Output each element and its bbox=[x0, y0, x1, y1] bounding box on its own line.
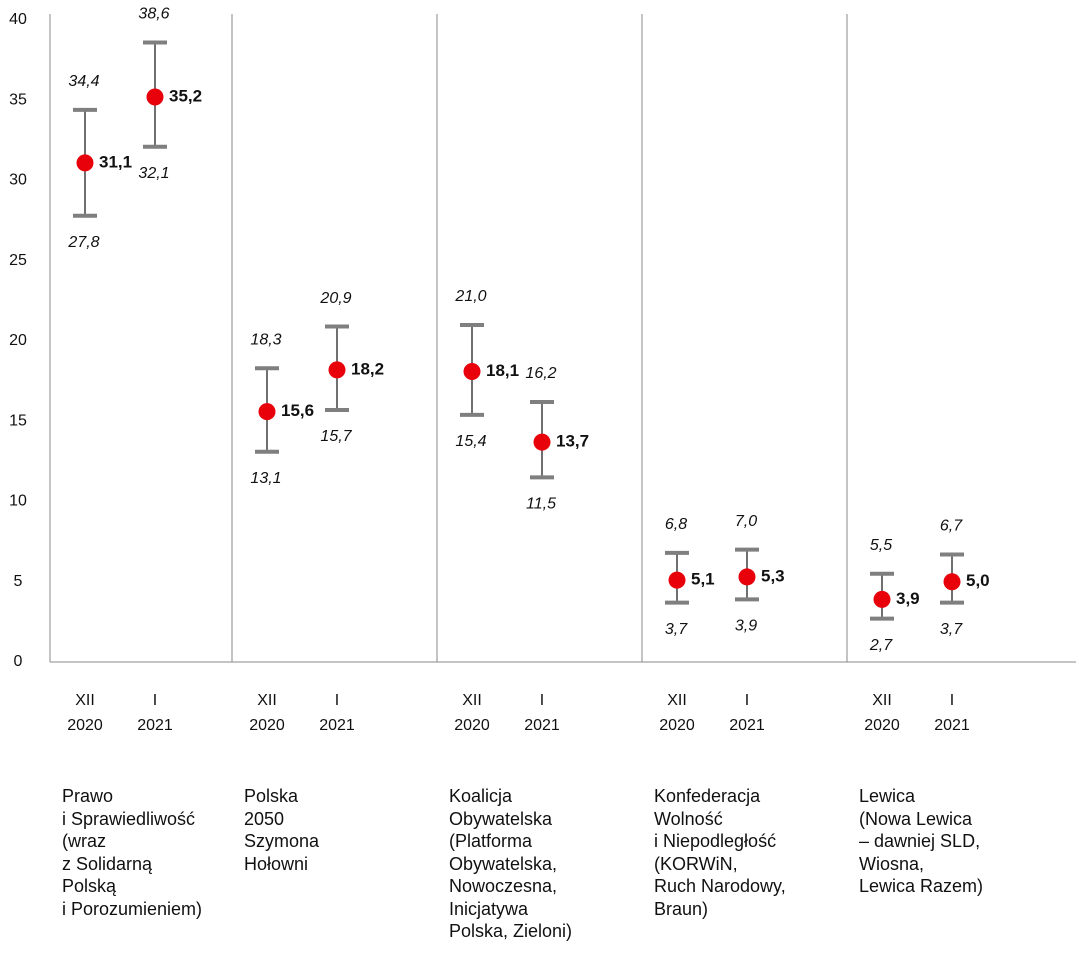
x-tick-label-year: 2021 bbox=[729, 717, 765, 734]
lower-bound-label: 2,7 bbox=[869, 637, 893, 654]
lower-bound-label: 27,8 bbox=[67, 234, 99, 251]
y-tick-label: 25 bbox=[9, 252, 27, 269]
value-label: 5,1 bbox=[691, 570, 715, 589]
lower-bound-label: 3,7 bbox=[940, 621, 963, 638]
party-name-label: Prawo i Sprawiedliwość (wraz z Solidarną… bbox=[62, 786, 203, 919]
x-tick-label-year: 2021 bbox=[524, 717, 560, 734]
x-tick-label-period: I bbox=[950, 692, 954, 709]
data-point bbox=[328, 361, 346, 379]
x-tick-label-period: I bbox=[540, 692, 544, 709]
data-point bbox=[146, 88, 164, 106]
upper-bound-label: 20,9 bbox=[319, 290, 351, 307]
data-point bbox=[258, 403, 276, 421]
x-tick-label-period: XII bbox=[75, 692, 95, 709]
data-point bbox=[738, 568, 756, 586]
upper-bound-label: 7,0 bbox=[735, 513, 757, 530]
lower-bound-label: 32,1 bbox=[138, 165, 169, 182]
data-point bbox=[533, 433, 551, 451]
upper-bound-label: 38,6 bbox=[138, 6, 169, 23]
value-label: 18,1 bbox=[486, 361, 519, 380]
x-tick-label-period: XII bbox=[462, 692, 482, 709]
lower-bound-label: 15,4 bbox=[455, 433, 486, 450]
y-tick-label: 5 bbox=[14, 573, 23, 590]
party-name-label: Polska 2050 Szymona Hołowni bbox=[244, 786, 320, 874]
lower-bound-label: 13,1 bbox=[250, 470, 281, 487]
x-tick-label-year: 2021 bbox=[137, 717, 173, 734]
value-label: 13,7 bbox=[556, 432, 589, 451]
value-label: 15,6 bbox=[281, 401, 314, 420]
value-label: 31,1 bbox=[99, 152, 132, 171]
upper-bound-label: 5,5 bbox=[870, 537, 892, 554]
x-tick-label-year: 2020 bbox=[249, 717, 285, 734]
value-label: 18,2 bbox=[351, 359, 384, 378]
party-name-label: Lewica (Nowa Lewica – dawniej SLD, Wiosn… bbox=[859, 786, 984, 896]
value-label: 5,0 bbox=[966, 571, 990, 590]
data-point bbox=[668, 571, 686, 589]
x-tick-label-period: XII bbox=[257, 692, 277, 709]
x-tick-label-period: I bbox=[335, 692, 339, 709]
y-tick-label: 30 bbox=[9, 172, 27, 189]
x-tick-label-year: 2020 bbox=[864, 717, 900, 734]
x-tick-label-period: XII bbox=[667, 692, 687, 709]
party-name-label: Koalicja Obywatelska (Platforma Obywatel… bbox=[449, 786, 573, 941]
lower-bound-label: 15,7 bbox=[320, 428, 352, 445]
x-tick-label-year: 2020 bbox=[454, 717, 490, 734]
y-tick-label: 15 bbox=[9, 412, 27, 429]
data-point bbox=[943, 573, 961, 591]
data-point bbox=[873, 590, 891, 608]
x-tick-label-period: I bbox=[153, 692, 157, 709]
party-name-label: Konfederacja Wolność i Niepodległość (KO… bbox=[654, 786, 786, 919]
upper-bound-label: 6,7 bbox=[940, 518, 963, 535]
upper-bound-label: 21,0 bbox=[454, 288, 486, 305]
x-tick-label-year: 2020 bbox=[659, 717, 695, 734]
y-tick-label: 40 bbox=[9, 11, 27, 28]
x-tick-label-year: 2021 bbox=[934, 717, 970, 734]
value-label: 5,3 bbox=[761, 566, 785, 585]
upper-bound-label: 18,3 bbox=[250, 332, 281, 349]
lower-bound-label: 3,7 bbox=[665, 621, 688, 638]
lower-bound-label: 11,5 bbox=[526, 496, 556, 513]
data-point bbox=[463, 362, 481, 380]
upper-bound-label: 16,2 bbox=[525, 365, 556, 382]
upper-bound-label: 34,4 bbox=[68, 73, 99, 90]
data-point bbox=[76, 154, 94, 172]
y-tick-label: 0 bbox=[14, 653, 23, 670]
lower-bound-label: 3,9 bbox=[735, 618, 757, 635]
value-label: 35,2 bbox=[169, 87, 202, 106]
upper-bound-label: 6,8 bbox=[665, 516, 687, 533]
x-tick-label-year: 2021 bbox=[319, 717, 355, 734]
x-tick-label-year: 2020 bbox=[67, 717, 103, 734]
y-tick-label: 20 bbox=[9, 332, 27, 349]
y-tick-label: 10 bbox=[9, 493, 27, 510]
x-tick-label-period: XII bbox=[872, 692, 892, 709]
value-label: 3,9 bbox=[896, 589, 920, 608]
x-tick-label-period: I bbox=[745, 692, 749, 709]
y-tick-label: 35 bbox=[9, 91, 27, 108]
